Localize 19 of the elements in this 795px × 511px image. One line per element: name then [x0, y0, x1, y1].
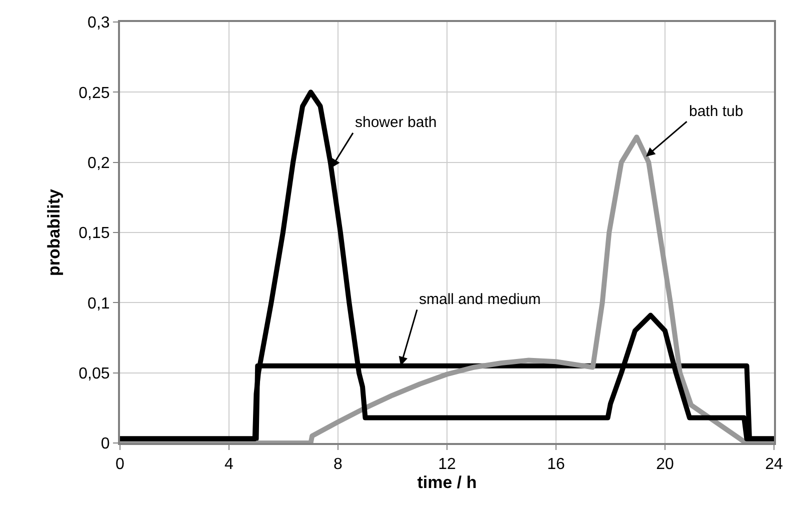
x-tick-label: 12	[438, 456, 456, 474]
y-axis-title: probability	[44, 188, 64, 276]
series-label: shower bath	[355, 114, 437, 131]
x-axis-title: time / h	[417, 473, 477, 492]
y-tick-label: 0,15	[78, 225, 110, 242]
y-tick-label: 0	[100, 436, 110, 453]
y-tick-label: 0,2	[88, 154, 110, 172]
text: bath tub	[689, 103, 744, 120]
y-tick-label: 0,3	[88, 14, 110, 32]
x-tick-label: 4	[224, 456, 234, 474]
x-tick-label: 16	[547, 456, 565, 474]
x-tick-label: 20	[656, 456, 674, 474]
x-tick-label: 0	[116, 456, 125, 474]
y-tick-label: 0,1	[88, 295, 110, 312]
text: small and medium	[419, 291, 541, 308]
y-tick-label: 0,05	[78, 365, 110, 382]
x-tick-label: 8	[334, 456, 343, 474]
x-tick-label: 24	[765, 456, 783, 474]
y-tick-label: 0,25	[78, 84, 110, 102]
